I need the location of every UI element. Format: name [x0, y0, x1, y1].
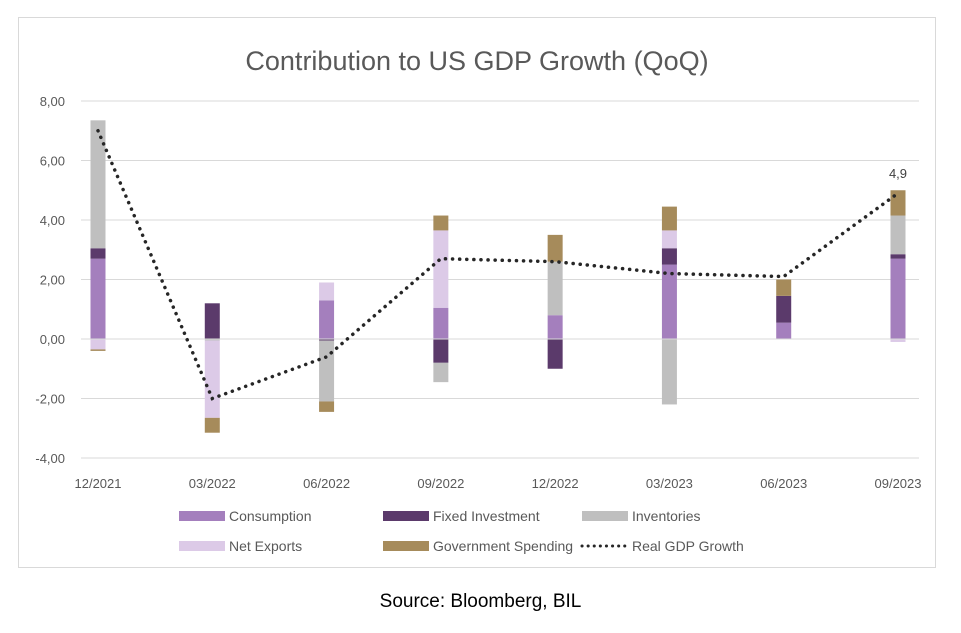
legend-label: Net Exports [229, 538, 302, 554]
bar-segment-consumption [433, 307, 449, 339]
bar-segment-net-exports [661, 230, 677, 249]
data-label: 4,9 [889, 166, 907, 181]
bar-segment-net-exports [90, 339, 106, 350]
bar-segment-net-exports [319, 282, 335, 301]
y-tick-label: 0,00 [40, 332, 65, 347]
bar-segment-inventories [90, 120, 106, 249]
stacked-bars [90, 120, 906, 433]
legend-label: Consumption [229, 508, 312, 524]
legend-marker [582, 511, 628, 521]
bar-segment-fixed-investment [776, 295, 792, 323]
bar-segment-government-spending [319, 401, 335, 412]
bar-segment-consumption [547, 315, 563, 339]
bar-segment-government-spending [204, 417, 220, 433]
y-tick-label: 8,00 [40, 94, 65, 109]
bar-segment-fixed-investment [433, 339, 449, 363]
y-tick-label: 2,00 [40, 273, 65, 288]
bar-segment-inventories [661, 339, 677, 405]
bar-segment-government-spending [776, 279, 792, 296]
bar-segment-consumption [776, 322, 792, 339]
bar-segment-fixed-investment [661, 248, 677, 265]
y-tick-label: -4,00 [35, 451, 65, 466]
legend: Consumption Fixed Investment Inventories Ne… [179, 508, 744, 554]
bar-segment-inventories [547, 261, 563, 316]
legend-marker [383, 541, 429, 551]
x-tick-label: 09/2023 [875, 476, 922, 491]
x-tick-label: 09/2022 [417, 476, 464, 491]
bar-segment-fixed-investment [204, 303, 220, 339]
bar-segment-government-spending [433, 215, 449, 231]
legend-marker [383, 511, 429, 521]
x-tick-label: 12/2021 [75, 476, 122, 491]
bar-segment-net-exports [890, 339, 906, 342]
y-tick-label: 6,00 [40, 154, 65, 169]
gdp-growth-line [96, 129, 900, 401]
bar-segment-inventories [433, 362, 449, 383]
x-tick-label: 06/2022 [303, 476, 350, 491]
bar-segment-government-spending [547, 234, 563, 262]
legend-label: Government Spending [433, 538, 573, 554]
bar-segment-consumption [661, 264, 677, 339]
source-note: Source: Bloomberg, BIL [379, 591, 582, 612]
x-tick-label: 03/2022 [189, 476, 236, 491]
bar-segment-fixed-investment [90, 248, 106, 259]
annotations: 4,9 [889, 166, 907, 181]
bar-segment-net-exports [204, 340, 220, 418]
legend-marker [179, 511, 225, 521]
y-tick-label: 4,00 [40, 213, 65, 228]
bar-segment-government-spending [890, 190, 906, 216]
chart-title: Contribution to US GDP Growth (QoQ) [245, 46, 708, 76]
x-tick-label: 06/2023 [760, 476, 807, 491]
x-tick-label: 12/2022 [532, 476, 579, 491]
bar-segment-government-spending [661, 206, 677, 231]
gridlines [81, 100, 919, 459]
bar-segment-inventories [204, 339, 220, 341]
legend-label: Real GDP Growth [632, 538, 744, 554]
bar-segment-fixed-investment [547, 339, 563, 369]
y-axis-ticks: 8,00 6,00 4,00 2,00 0,00 -2,00 -4,00 [35, 94, 65, 466]
bar-segment-net-exports [433, 230, 449, 308]
bar-segment-consumption [319, 300, 335, 339]
y-tick-label: -2,00 [35, 392, 65, 407]
bar-segment-inventories [319, 340, 335, 402]
x-tick-label: 03/2023 [646, 476, 693, 491]
gdp-contribution-chart: Contribution to US GDP Growth (QoQ) 8,00… [35, 46, 922, 554]
legend-label: Fixed Investment [433, 508, 540, 524]
bar-segment-inventories [890, 215, 906, 255]
legend-label: Inventories [632, 508, 700, 524]
bar-segment-fixed-investment [319, 339, 335, 341]
legend-marker [179, 541, 225, 551]
bar-segment-consumption [890, 258, 906, 339]
x-axis-ticks: 12/2021 03/2022 06/2022 09/2022 12/2022 03/20… [75, 476, 922, 491]
bar-segment-government-spending [90, 349, 106, 351]
bar-segment-consumption [90, 258, 106, 339]
chart-frame: Contribution to US GDP Growth (QoQ) 8,00… [18, 17, 936, 568]
bar-segment-fixed-investment [890, 254, 906, 259]
gdp-growth-series-line [96, 129, 900, 401]
